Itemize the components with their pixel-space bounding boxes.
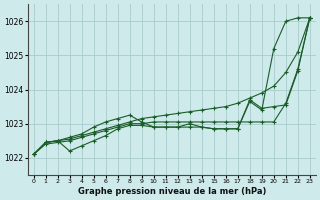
X-axis label: Graphe pression niveau de la mer (hPa): Graphe pression niveau de la mer (hPa) <box>77 187 266 196</box>
